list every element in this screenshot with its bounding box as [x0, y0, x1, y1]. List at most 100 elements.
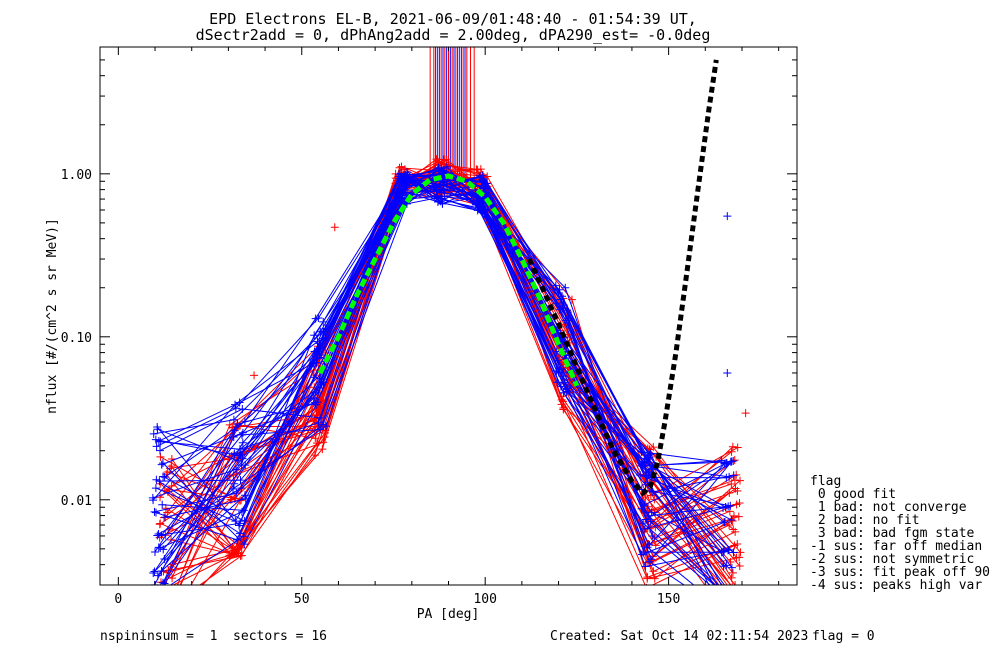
data-point-red [168, 600, 176, 608]
data-point-blue [727, 515, 736, 524]
data-point-red [730, 475, 739, 484]
outlier-point-red [741, 409, 750, 418]
data-point-blue [151, 548, 160, 557]
data-point-blue [729, 456, 738, 465]
data-point-blue [319, 317, 328, 326]
data-point-red [735, 553, 744, 562]
legend-item: 3 bad: bad fgm state [810, 526, 975, 541]
data-point-blue [314, 314, 323, 323]
data-point-blue [237, 430, 246, 439]
data-point-blue [312, 400, 321, 409]
data-point-blue [153, 425, 162, 434]
data-point-blue [155, 477, 164, 486]
data-point-blue [641, 524, 650, 533]
data-point-blue [232, 489, 241, 498]
data-point-red [234, 549, 243, 558]
data-point-blue [403, 174, 412, 183]
data-point-red [318, 445, 327, 454]
data-point-blue [648, 487, 657, 496]
data-point-red [651, 523, 660, 532]
data-point-red [725, 521, 734, 530]
data-point-blue [309, 394, 318, 403]
data-point-blue [159, 545, 168, 554]
footer-spin-info: nspininsum = 1 sectors = 16 [100, 629, 327, 644]
data-point-blue [472, 192, 481, 201]
data-point-red [157, 592, 165, 600]
series-trace-blue [154, 175, 734, 553]
data-point-blue [553, 378, 562, 387]
outlier-point-red [250, 371, 259, 380]
data-point-blue [230, 426, 239, 435]
data-point-red [559, 405, 568, 414]
data-point-blue [726, 501, 735, 510]
data-point-blue [150, 507, 159, 516]
outlier-point-blue [723, 212, 732, 221]
data-point-red [225, 420, 234, 429]
data-point-blue [717, 456, 726, 465]
data-point-red [168, 601, 176, 609]
x-axis-label: PA [deg] [417, 607, 480, 622]
data-point-blue [312, 358, 321, 367]
outlier-point-blue [723, 368, 732, 377]
data-point-red [725, 615, 733, 623]
data-point-blue [156, 446, 165, 455]
data-point-blue [729, 548, 738, 557]
data-point-blue [310, 331, 319, 340]
data-point-red [734, 512, 743, 521]
data-point-blue [315, 339, 324, 348]
data-point-blue [719, 592, 727, 600]
data-point-blue [727, 593, 735, 601]
data-point-red [320, 428, 329, 437]
legend-item: 2 bad: no fit [810, 513, 920, 528]
data-point-blue [641, 562, 650, 571]
data-point-blue [158, 578, 167, 585]
y-axis-label: nflux [#/(cm^2 s sr MeV)] [45, 218, 60, 414]
data-point-blue [551, 281, 560, 290]
data-point-blue [161, 513, 170, 522]
data-point-blue [241, 461, 250, 470]
axis-layer: 0 50 100 150 0.01 0.10 1.00 [61, 47, 797, 607]
series-trace-blue [158, 178, 724, 548]
data-point-blue [160, 473, 169, 482]
data-point-blue [721, 591, 729, 599]
data-point-blue [723, 609, 731, 617]
data-point-blue [646, 517, 655, 526]
data-point-red [649, 443, 658, 452]
fit-curve-green [317, 173, 580, 387]
data-point-red [735, 562, 744, 571]
legend-item: -4 sus: peaks high var [810, 578, 982, 593]
data-point-blue [724, 609, 732, 617]
series-trace-blue [159, 179, 731, 482]
series-trace-red [171, 167, 720, 585]
data-point-red [736, 476, 745, 485]
data-point-red [167, 455, 176, 464]
data-point-red [649, 567, 658, 576]
data-point-blue [238, 454, 247, 463]
data-point-red [733, 603, 741, 611]
plot-data-layer [148, 47, 750, 625]
data-point-red [156, 493, 165, 502]
data-point-red [727, 573, 736, 582]
data-point-red [164, 607, 172, 615]
data-point-blue [312, 349, 321, 358]
series-trace-blue [162, 169, 724, 553]
data-point-blue [322, 422, 331, 431]
data-point-blue [433, 198, 442, 207]
data-point-blue [639, 519, 648, 528]
data-point-blue [158, 500, 167, 509]
data-point-red [650, 574, 659, 583]
legend-item: 1 bad: not converge [810, 500, 967, 515]
data-point-blue [724, 545, 733, 554]
data-point-red [161, 612, 169, 620]
data-point-blue [229, 415, 238, 424]
outlier-point-red [330, 223, 339, 232]
y-tick-label: 0.10 [61, 331, 92, 346]
series-trace-red [180, 158, 732, 585]
y-tick-label: 0.01 [61, 494, 92, 509]
data-point-blue [235, 398, 244, 407]
data-point-red [166, 617, 174, 625]
data-point-blue [562, 387, 571, 396]
legend-item: 0 good fit [810, 487, 896, 502]
legend-item: -1 sus: far off median [810, 539, 982, 554]
